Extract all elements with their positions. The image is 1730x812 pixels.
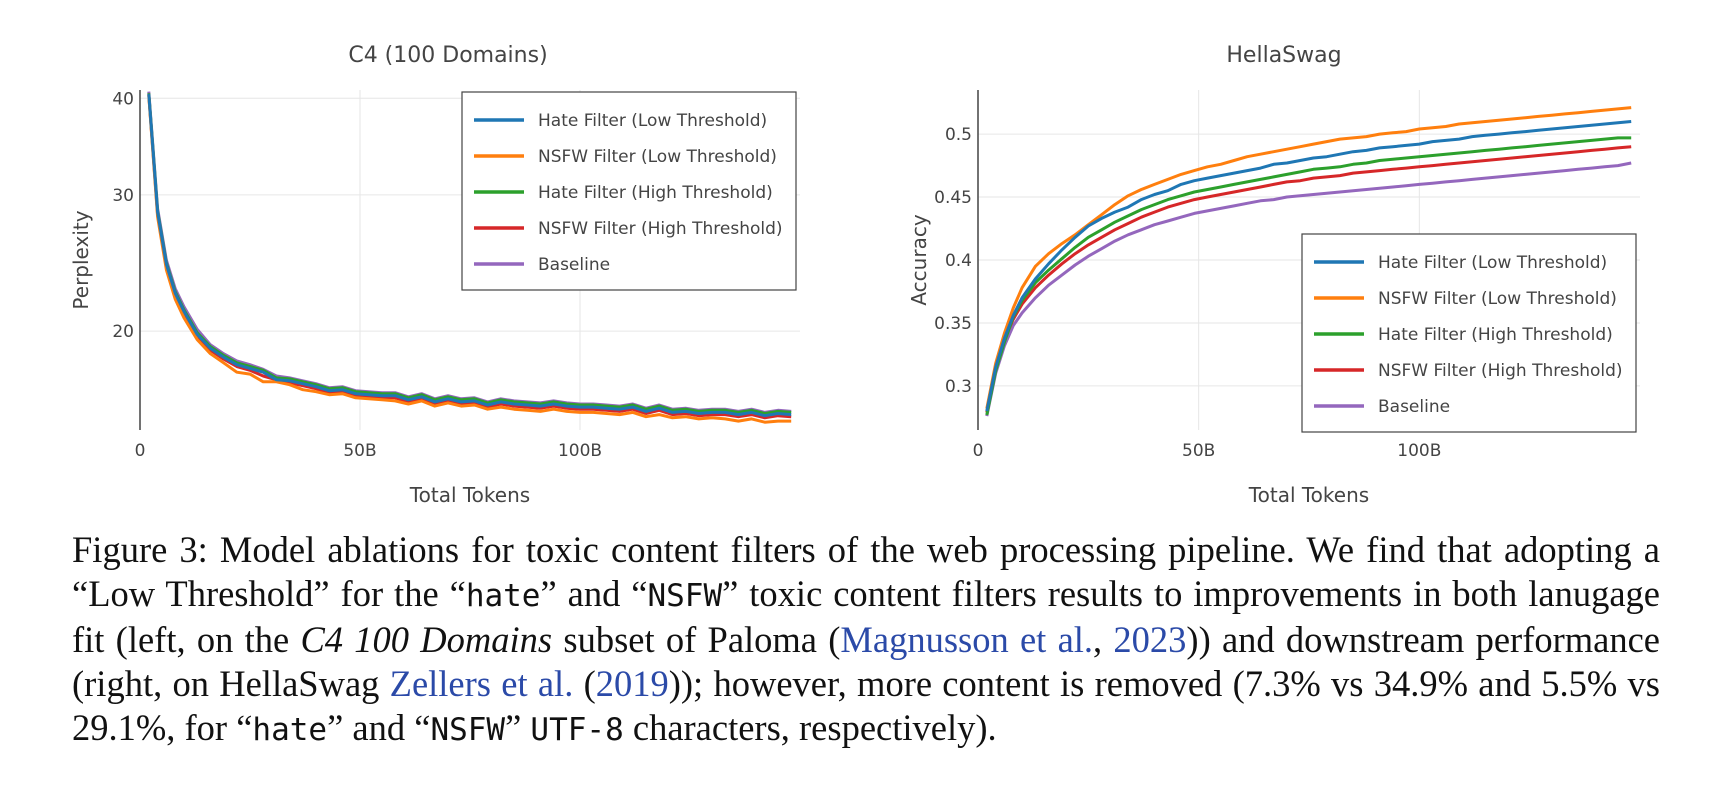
caption-text: (	[573, 663, 596, 704]
legend-label: NSFW Filter (High Threshold)	[1378, 361, 1623, 381]
x-axis-label: Total Tokens	[1248, 483, 1369, 507]
legend-label: Baseline	[538, 255, 610, 275]
citation-year-link-2019[interactable]: 2019	[595, 663, 669, 704]
series-line-3	[985, 136, 1632, 416]
legend-label: NSFW Filter (Low Threshold)	[1378, 289, 1617, 309]
caption-text: ,	[1093, 619, 1114, 660]
x-axis-label: Total Tokens	[409, 483, 530, 507]
y-tick-label: 20	[112, 322, 134, 342]
legend-label: Hate Filter (High Threshold)	[538, 183, 773, 203]
legend: Hate Filter (Low Threshold) NSFW Filter (…	[1301, 233, 1637, 433]
x-tick-label: 50B	[343, 441, 376, 461]
legend-label: NSFW Filter (High Threshold)	[538, 219, 783, 239]
caption-text: )) and downstream performance (right, on…	[72, 619, 1660, 704]
caption-code-hate: hate	[252, 712, 328, 748]
caption-code-nsfw: NSFW	[647, 578, 723, 614]
citation-link-zellers[interactable]: Zellers et al.	[389, 663, 574, 704]
legend-label: Baseline	[1378, 397, 1450, 417]
y-tick-label: 40	[112, 89, 134, 109]
y-tick-label: 0.4	[945, 251, 972, 271]
y-tick-label: 0.35	[934, 314, 972, 334]
x-tick-label: 0	[135, 441, 146, 461]
caption-italic-c4: C4 100 Domains	[300, 619, 553, 660]
series-line-1	[985, 120, 1632, 412]
citation-year-link-2023[interactable]: 2023	[1113, 619, 1187, 660]
chart-title: C4 (100 Domains)	[348, 43, 547, 68]
series-line-1	[147, 93, 792, 418]
hellaswag-accuracy-chart: 0 50B 100B 0.3 0.35 0.4 0.45 0.5 HellaSwag Total …	[907, 43, 1640, 507]
chart-title: HellaSwag	[1226, 43, 1341, 68]
series-line-2	[147, 95, 792, 424]
caption-text: Figure 3: Model ablations for toxic cont…	[72, 529, 1660, 614]
x-tick-label: 100B	[558, 441, 602, 461]
series-line-5	[985, 161, 1632, 417]
caption-text: ” and “	[327, 707, 431, 748]
series-line-4	[985, 145, 1632, 413]
y-tick-label: 0.3	[945, 377, 972, 397]
series-line-2	[985, 106, 1632, 409]
caption-text: )); however, more content is removed (7.…	[72, 663, 1660, 748]
figure-caption: Figure 3: Model ablations for toxic cont…	[72, 528, 1660, 752]
caption-code-nsfw: NSFW	[430, 712, 506, 748]
charts-figure: 0 50B 100B 20 30 40 C4 (100 Domains) Total Toke…	[69, 43, 1640, 507]
citation-link-magnusson[interactable]: Magnusson et al.	[840, 619, 1094, 660]
y-tick-label: 0.5	[945, 125, 972, 145]
caption-code-hate: hate	[465, 578, 541, 614]
legend-label: Hate Filter (High Threshold)	[1378, 325, 1613, 345]
x-tick-label: 0	[973, 441, 984, 461]
y-tick-label: 0.45	[934, 188, 972, 208]
caption-text: characters, respectively).	[623, 707, 997, 748]
y-axis-label: Accuracy	[907, 214, 931, 305]
caption-text: ”	[505, 707, 531, 748]
series-line-3	[147, 93, 792, 415]
caption-text: ” toxic content filters results to impro…	[72, 573, 1660, 660]
legend-label: Hate Filter (Low Threshold)	[538, 111, 767, 131]
legend-label: Hate Filter (Low Threshold)	[1378, 253, 1607, 273]
legend-label: NSFW Filter (Low Threshold)	[538, 147, 777, 167]
series-line-4	[147, 94, 792, 420]
caption-code-utf8: UTF-8	[530, 712, 624, 748]
y-tick-label: 30	[112, 186, 134, 206]
caption-text: subset of Paloma (	[552, 619, 841, 660]
caption-text: ” and “	[540, 573, 648, 614]
legend: Hate Filter (Low Threshold) NSFW Filter (…	[461, 91, 797, 291]
c4-perplexity-chart: 0 50B 100B 20 30 40 C4 (100 Domains) Total Toke…	[69, 43, 800, 507]
y-axis-label: Perplexity	[69, 210, 93, 309]
x-tick-label: 100B	[1397, 441, 1441, 461]
x-tick-label: 50B	[1182, 441, 1215, 461]
